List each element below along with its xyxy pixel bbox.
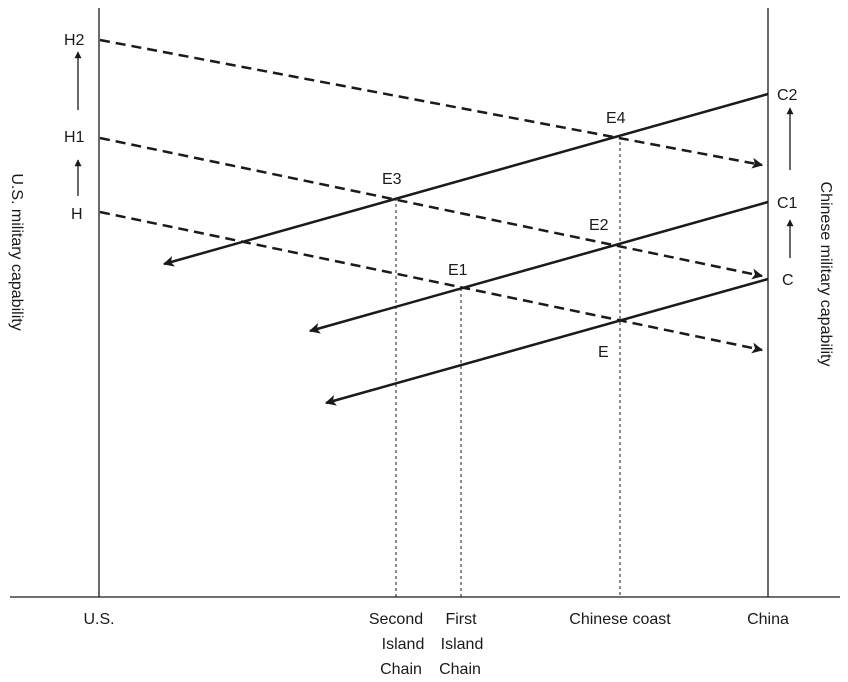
- equilibrium-label-e1: E1: [448, 262, 468, 279]
- x-label-second-island-chain-2: Island: [382, 636, 425, 653]
- equilibrium-label-e4: E4: [606, 110, 626, 127]
- x-label-second-island-chain-1: Second: [369, 611, 423, 628]
- level-label-h1: H1: [64, 129, 85, 146]
- us-capability-line-h2: [99, 38, 764, 169]
- china-capability-line-c1: [308, 200, 769, 334]
- china-capability-line-c: [324, 277, 769, 406]
- x-label-first-island-chain-3: Chain: [439, 661, 481, 678]
- us-capability-axis-title: U.S. military capability: [8, 173, 25, 330]
- x-label-china: China: [747, 611, 789, 628]
- equilibrium-label-e3: E3: [382, 171, 402, 188]
- level-label-h2: H2: [64, 32, 85, 49]
- china-capability-axis-title: Chinese military capability: [817, 182, 834, 367]
- equilibrium-label-e: E: [598, 344, 609, 361]
- us-capability-line-h1: [99, 136, 764, 280]
- level-label-c2: C2: [777, 87, 798, 104]
- level-label-c: C: [782, 272, 794, 289]
- x-label-chinese-coast: Chinese coast: [569, 611, 671, 628]
- x-label-us: U.S.: [83, 611, 114, 628]
- china-capability-line-c2: [162, 92, 769, 267]
- x-label-first-island-chain-2: Island: [441, 636, 484, 653]
- equilibrium-label-e2: E2: [589, 217, 609, 234]
- x-label-second-island-chain-3: Chain: [380, 661, 422, 678]
- level-label-c1: C1: [777, 195, 798, 212]
- x-label-first-island-chain-1: First: [445, 611, 477, 628]
- us-capability-line-h: [99, 210, 764, 354]
- level-label-h: H: [71, 206, 83, 223]
